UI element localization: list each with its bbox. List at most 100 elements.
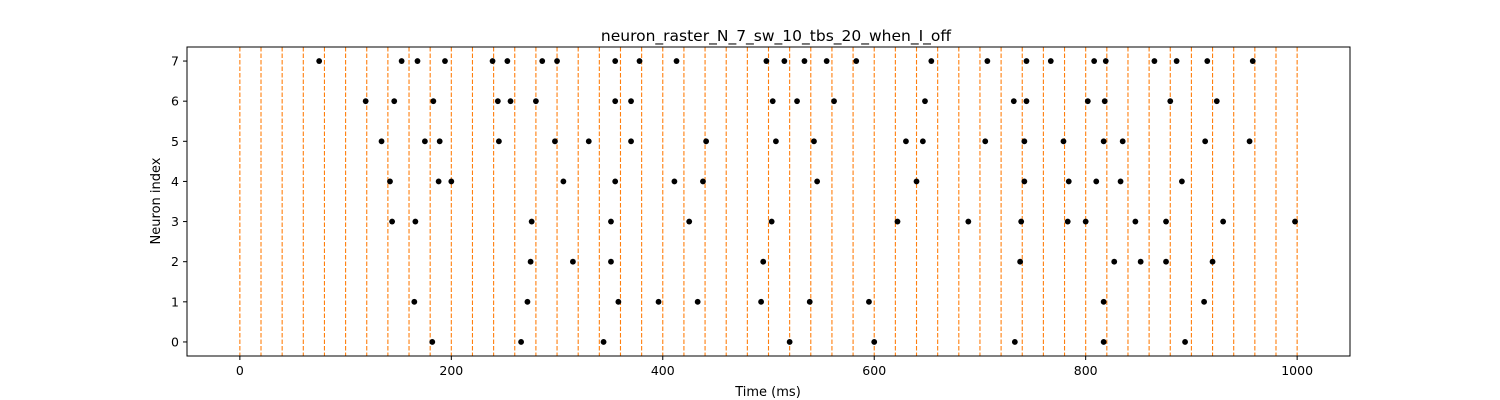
spike-n7-16 (928, 58, 935, 64)
spike-n3-8 (1018, 218, 1025, 225)
x-axis-ticks: 0 200 400 600 800 1000 (236, 356, 1313, 378)
spike-n5-3 (495, 138, 502, 145)
spike-n4-7 (814, 178, 821, 185)
spike-n5-1 (421, 138, 428, 145)
spike-n5-16 (1119, 138, 1126, 145)
spike-n0-5 (1011, 339, 1018, 345)
spike-n4-13 (1178, 178, 1185, 185)
spike-n6-2 (430, 98, 437, 105)
spike-n7-12 (781, 58, 788, 64)
spike-n1-3 (655, 298, 662, 305)
spike-n2-1 (570, 258, 576, 265)
spike-n2-7 (1163, 258, 1169, 265)
spike-n4-8 (913, 178, 920, 185)
plot-frame (186, 46, 1351, 357)
spike-n6-7 (628, 98, 634, 105)
y-axis-ticks: 0 1 2 3 4 5 6 7 (171, 54, 187, 349)
spike-n6-16 (1167, 98, 1174, 105)
spike-n0-6 (1100, 339, 1107, 345)
spike-n7-15 (853, 58, 860, 64)
spike-n6-3 (494, 98, 501, 105)
spike-n0-3 (786, 339, 793, 345)
spike-n6-15 (1101, 98, 1108, 105)
spike-n7-9 (636, 58, 643, 64)
spike-n1-9 (1201, 298, 1207, 305)
spike-n3-10 (1082, 218, 1089, 225)
y-tick-label-3: 3 (171, 214, 179, 229)
spike-n7-8 (612, 58, 619, 64)
spike-n6-6 (612, 98, 619, 105)
spike-n3-11 (1132, 218, 1139, 225)
spike-n6-8 (769, 98, 776, 105)
spike-n2-0 (527, 258, 534, 265)
spike-n5-14 (1060, 138, 1067, 145)
spike-n5-7 (703, 138, 710, 145)
spike-n7-24 (1204, 58, 1211, 64)
spike-n2-3 (760, 258, 767, 265)
spike-n6-5 (533, 98, 539, 105)
y-tick-label-6: 6 (171, 94, 179, 109)
spike-n5-8 (773, 138, 779, 145)
spike-n6-10 (831, 98, 837, 105)
spike-n5-10 (903, 138, 909, 145)
spike-n4-6 (700, 178, 706, 185)
spike-n1-2 (615, 298, 622, 305)
spike-n7-2 (414, 58, 421, 64)
spike-n7-3 (442, 58, 448, 64)
chart-title: neuron_raster_N_7_sw_10_tbs_20_when_I_of… (601, 27, 952, 46)
spike-n0-0 (429, 339, 436, 345)
y-tick-label-2: 2 (171, 254, 179, 269)
spike-n5-9 (811, 138, 817, 145)
spike-n6-14 (1084, 98, 1091, 105)
spike-n3-1 (412, 218, 419, 225)
spike-n7-22 (1151, 58, 1158, 64)
spike-n7-1 (398, 58, 405, 64)
spike-n7-11 (763, 58, 770, 64)
spike-n7-25 (1249, 58, 1256, 64)
spike-n7-17 (984, 58, 991, 64)
spike-n3-7 (965, 218, 972, 225)
x-tick-label-2: 400 (651, 363, 675, 378)
spike-n7-10 (673, 58, 680, 64)
spike-n4-0 (387, 178, 393, 185)
spike-n5-13 (1021, 138, 1028, 145)
spike-n0-2 (600, 339, 607, 345)
vertical-reference-lines (239, 47, 1298, 356)
spike-n6-4 (507, 98, 514, 105)
spike-n4-9 (1021, 178, 1028, 185)
spike-n1-8 (1100, 298, 1107, 305)
spike-n7-4 (489, 58, 496, 64)
spike-n5-0 (378, 138, 385, 145)
spike-n2-2 (608, 258, 614, 265)
spike-n4-2 (448, 178, 455, 185)
spike-n7-6 (539, 58, 546, 64)
spike-n0-7 (1182, 339, 1188, 345)
spike-n5-2 (436, 138, 443, 145)
spike-n4-3 (560, 178, 567, 185)
spike-n7-18 (1023, 58, 1030, 64)
spike-n4-1 (435, 178, 442, 185)
spike-n4-5 (671, 178, 678, 185)
spike-n6-11 (922, 98, 928, 105)
spike-n1-0 (411, 298, 418, 305)
y-tick-label-7: 7 (171, 54, 179, 69)
spike-n5-12 (982, 138, 989, 145)
y-axis-label: Neuron index (149, 157, 164, 244)
spike-n1-6 (806, 298, 813, 305)
spike-n7-5 (504, 58, 511, 64)
spike-n3-3 (608, 218, 614, 225)
spike-n1-7 (866, 298, 872, 305)
spike-n3-4 (686, 218, 693, 225)
x-tick-label-0: 0 (236, 363, 244, 378)
x-tick-label-1: 200 (439, 363, 463, 378)
spike-n7-19 (1047, 58, 1054, 64)
spike-n5-5 (585, 138, 592, 145)
spike-n6-17 (1213, 98, 1220, 105)
x-tick-label-5: 1000 (1281, 363, 1313, 378)
spike-n5-11 (919, 138, 926, 145)
spike-n7-20 (1091, 58, 1098, 64)
x-axis-label: Time (ms) (734, 385, 801, 400)
y-tick-label-0: 0 (171, 334, 179, 349)
spike-n5-6 (628, 138, 634, 145)
